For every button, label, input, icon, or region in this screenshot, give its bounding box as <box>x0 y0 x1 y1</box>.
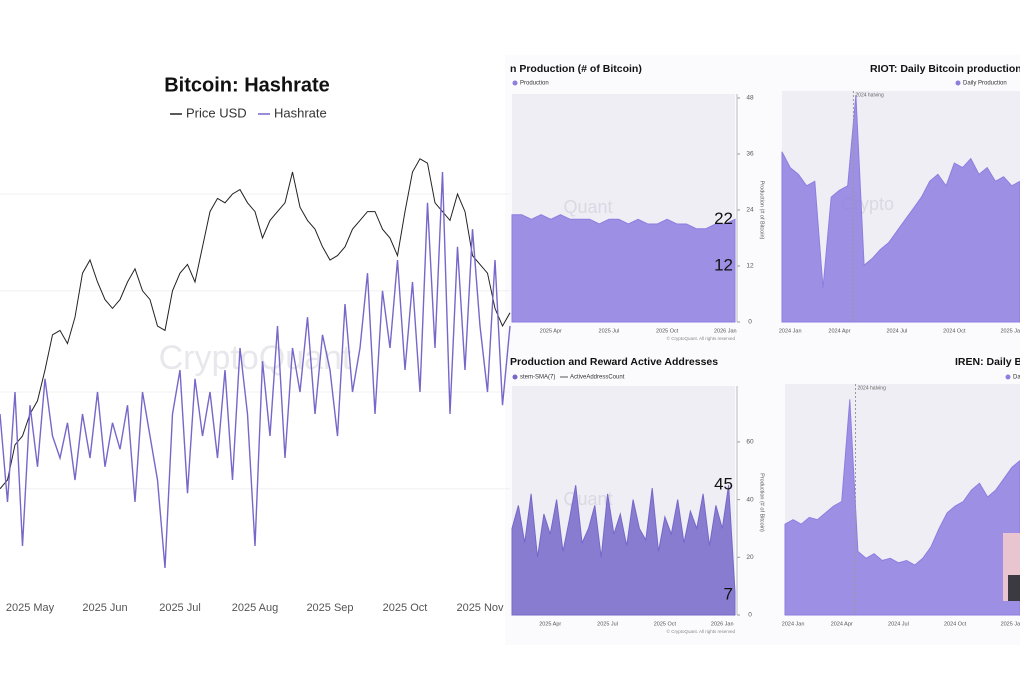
x-tick-label: 2024 Apr <box>828 328 850 334</box>
y-tick-label: 0 <box>748 612 752 619</box>
x-tick-label: 2025 Jul <box>159 602 201 614</box>
legend-swatch <box>512 374 518 380</box>
watermark: Quant <box>564 489 613 509</box>
y-tick-label: 48 <box>746 95 754 102</box>
y-tick-label: 36 <box>746 151 754 158</box>
x-tick-label: 2024 Jul <box>888 621 909 627</box>
annotation: 45 <box>714 475 733 494</box>
y-tick-label: 24 <box>746 207 754 214</box>
photo-inset-dark <box>1008 575 1020 601</box>
annotation: 12 <box>714 255 733 274</box>
x-tick-label: 2024 Apr <box>831 621 853 627</box>
x-tick-label: 2025 Jun <box>82 602 127 614</box>
x-tick-label: 2025 Oct <box>656 328 679 334</box>
note: 2024 halving <box>855 92 884 98</box>
chart-title: n Production (# of Bitcoin) <box>510 63 642 75</box>
area <box>781 94 1020 323</box>
footnote: © CryptoQuant. All rights reserved <box>667 335 736 341</box>
legend-swatch <box>955 80 961 86</box>
y-tick-label: 0 <box>748 319 752 326</box>
x-tick-label: 2025 Oct <box>383 602 428 614</box>
y-tick-label: 40 <box>746 496 754 503</box>
line <box>0 171 511 569</box>
x-tick-label: 2024 Jan <box>782 621 805 627</box>
legend-label: Hashrate <box>274 105 327 120</box>
x-tick-label: 2024 Oct <box>943 328 966 334</box>
annotation: 7 <box>724 584 733 603</box>
chart-title: Production and Reward Active Addresses <box>510 356 718 368</box>
x-tick-label: 2024 Jan <box>779 328 802 334</box>
chart-title: Bitcoin: Hashrate <box>164 74 330 96</box>
x-tick-label: 2025 May <box>6 602 55 614</box>
x-tick-label: 2025 Sep <box>306 602 353 614</box>
legend-label: Production <box>520 81 549 87</box>
chart-title: RIOT: Daily Bitcoin production a <box>870 63 1020 75</box>
note: 2024 halving <box>858 385 887 391</box>
annotation: 22 <box>714 209 733 228</box>
x-tick-label: 2025 Nov <box>456 602 504 614</box>
y-axis-label: Production (# of Bitcoin) <box>759 473 765 532</box>
x-tick-label: 2025 Apr <box>539 621 561 627</box>
line <box>0 158 511 490</box>
x-tick-label: 2024 Jul <box>886 328 907 334</box>
legend-swatch <box>1005 374 1011 380</box>
area <box>511 485 736 616</box>
x-tick-label: 2026 Jan <box>711 621 734 627</box>
y-tick-label: 20 <box>746 554 754 561</box>
legend-swatch <box>512 80 518 86</box>
y-axis-label: Production (# of Bitcoin) <box>759 181 765 240</box>
x-tick-label: 2025 Jan <box>1000 328 1020 334</box>
legend-label: stem-SMA(7) <box>520 375 555 381</box>
legend-label: Price USD <box>186 105 247 120</box>
y-tick-label: 60 <box>746 439 754 446</box>
x-tick-label: 2024 Oct <box>944 621 967 627</box>
legend-label: Da <box>1013 375 1020 381</box>
x-tick-label: 2025 Aug <box>232 602 279 614</box>
area <box>784 399 1020 616</box>
x-tick-label: 2025 Apr <box>540 328 562 334</box>
watermark: CryptoQuant <box>159 339 352 377</box>
watermark: Quant <box>564 197 613 217</box>
footnote: © CryptoQuant. All rights reserved <box>667 628 736 634</box>
y-tick-label: 12 <box>746 263 754 270</box>
legend-label: Daily Production <box>963 81 1007 87</box>
x-tick-label: 2025 Jan <box>1001 621 1020 627</box>
x-tick-label: 2025 Jul <box>597 621 618 627</box>
x-tick-label: 2025 Jul <box>599 328 620 334</box>
chart-title: IREN: Daily Bitcoin l <box>955 356 1020 368</box>
x-tick-label: 2025 Oct <box>654 621 677 627</box>
x-tick-label: 2026 Jan <box>714 328 737 334</box>
area <box>511 214 736 323</box>
legend-label: ActiveAddressCount <box>570 375 625 381</box>
